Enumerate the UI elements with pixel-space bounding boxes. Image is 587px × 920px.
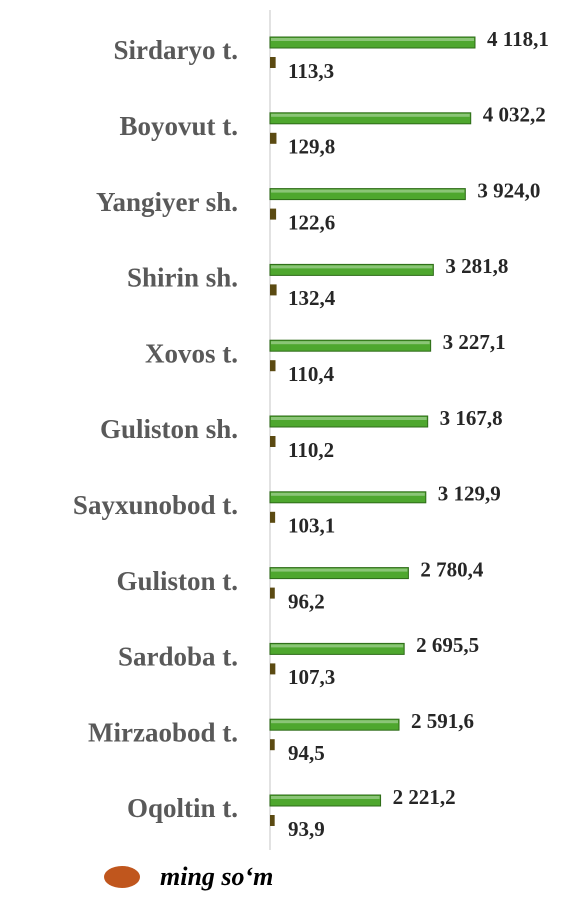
bar-highlight [271,796,380,799]
legend-label: ming so‘m [160,862,273,891]
y-tick-label: Sayxunobod t. [73,490,238,520]
bar [269,491,427,504]
bar [269,112,472,125]
legend-swatch [104,866,140,888]
value-label: 110,4 [288,362,335,386]
y-tick-label: Mirzaobod t. [88,717,238,747]
bar [269,642,405,655]
bar [270,57,276,68]
bar [269,36,476,49]
y-tick-label: Xovos t. [145,338,238,368]
bar-highlight [271,644,404,648]
value-label: 103,1 [288,514,335,538]
bar [270,436,276,447]
value-label: 2 221,2 [393,785,456,809]
value-label: 3 281,8 [445,254,508,278]
value-label: 3 924,0 [477,178,540,202]
bar-highlight [271,341,430,345]
value-label: 3 227,1 [443,330,506,354]
bar-highlight [271,720,399,724]
bar [270,511,276,523]
bar [270,815,275,826]
bar [270,587,275,599]
bar-highlight [271,113,470,117]
value-label: 2 780,4 [420,557,484,581]
value-label: 132,4 [288,286,336,310]
y-tick-label: Oqoltin t. [127,793,238,823]
y-tick-label: Guliston sh. [100,414,238,444]
value-label: 122,6 [288,210,335,234]
bar [269,415,429,428]
value-label: 2 591,6 [411,709,474,733]
y-tick-label: Guliston t. [116,566,238,596]
value-label: 96,2 [288,589,325,613]
bar [269,263,434,276]
bar [269,339,432,352]
bar-highlight [271,417,427,420]
value-label: 3 167,8 [440,406,503,430]
bar [270,284,277,296]
bar-highlight [271,38,474,41]
bar-highlight [271,189,465,193]
y-tick-label: Sardoba t. [118,642,238,672]
bar [270,208,277,220]
bar-highlight [271,492,425,496]
y-tick-label: Shirin sh. [127,263,238,293]
value-label: 110,2 [288,438,334,462]
bar [270,663,276,675]
value-label: 2 695,5 [416,633,479,657]
bar [269,794,382,807]
value-label: 93,9 [288,817,325,841]
value-label: 4 118,1 [487,27,549,51]
y-tick-label: Boyovut t. [119,111,238,141]
bar [270,739,275,751]
bar-highlight [271,265,433,269]
bar [270,360,276,372]
bar [269,567,409,580]
value-label: 113,3 [288,59,334,83]
bar-highlight [271,568,408,572]
value-label: 129,8 [288,135,335,159]
value-label: 3 129,9 [438,482,501,506]
value-label: 94,5 [288,741,325,765]
y-tick-label: Sirdaryo t. [114,35,239,65]
bar [269,718,400,731]
y-tick-label: Yangiyer sh. [96,187,238,217]
bar [269,188,466,201]
value-label: 107,3 [288,665,335,689]
value-label: 4 032,2 [483,103,546,127]
bar [270,132,277,144]
